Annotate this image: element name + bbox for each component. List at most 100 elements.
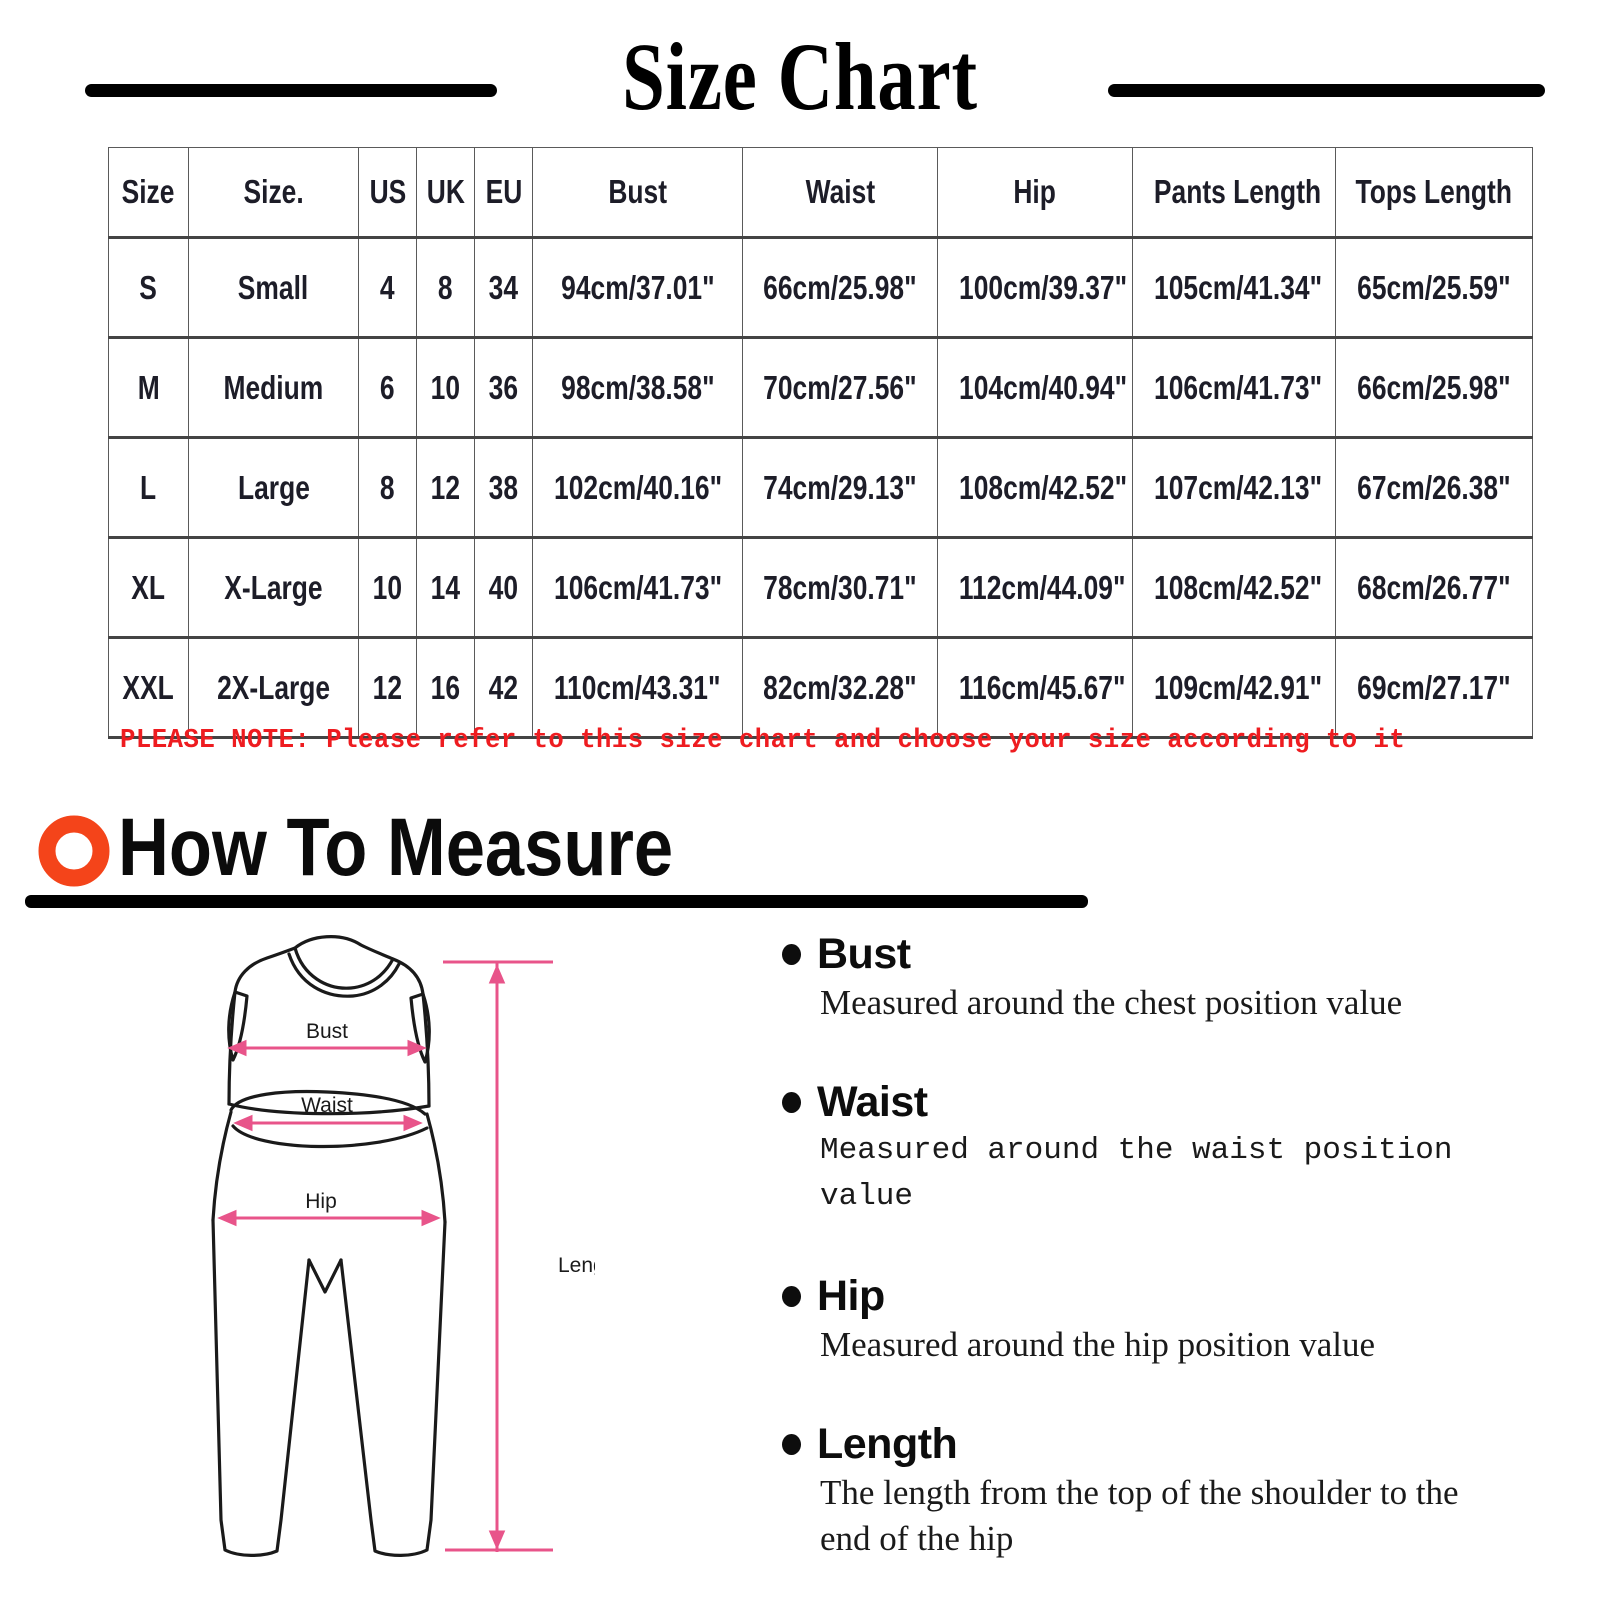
- column-header-hip: Hip: [937, 147, 1133, 239]
- cell-us: 4: [358, 237, 417, 339]
- list-item: Hip Measured around the hip position val…: [782, 1272, 1482, 1368]
- bullet-icon: [782, 1433, 801, 1455]
- measure-description-bust: Measured around the chest position value: [820, 983, 1403, 1022]
- table-row: S Small 4 8 34 94cm/37.01" 66cm/25.98" 1…: [108, 237, 1533, 339]
- cell-pants-length: 105cm/41.34": [1132, 237, 1336, 339]
- cell-us: 8: [358, 437, 417, 539]
- column-header-uk: UK: [416, 147, 475, 239]
- figure-label-length: Length: [558, 1254, 595, 1277]
- cell-eu: 34: [474, 237, 533, 339]
- cell-uk: 14: [416, 537, 475, 639]
- cell-pants-length: 106cm/41.73": [1132, 337, 1336, 439]
- cell-size: S: [108, 237, 189, 339]
- bullet-icon: [782, 943, 801, 965]
- bullet-icon: [782, 1091, 801, 1113]
- column-header-size-name: Size.: [188, 147, 359, 239]
- garment-figure-svg: Bust Waist Hip Length: [211, 935, 595, 1557]
- cell-size-name: Large: [188, 437, 359, 539]
- list-item: Waist Measured around the waist position…: [782, 1078, 1482, 1220]
- bullet-icon: [782, 1285, 801, 1307]
- cell-pants-length: 108cm/42.52": [1132, 537, 1336, 639]
- length-arrow-bottom-head: [488, 1530, 506, 1550]
- cell-waist: 82cm/32.28": [742, 637, 938, 739]
- garment-outline: [211, 935, 447, 1557]
- title-rule-right: [1108, 84, 1545, 97]
- cell-bust: 106cm/41.73": [532, 537, 743, 639]
- please-note-text: PLEASE NOTE: Please refer to this size c…: [120, 726, 1406, 756]
- cell-hip: 108cm/42.52": [937, 437, 1133, 539]
- cell-uk: 12: [416, 437, 475, 539]
- measure-label-hip: Hip: [817, 1272, 885, 1320]
- cell-size-name: Small: [188, 237, 359, 339]
- cell-size: XXL: [108, 637, 189, 739]
- cell-hip: 100cm/39.37": [937, 237, 1133, 339]
- size-chart-table: Size Size. US UK EU Bust Waist Hip Pants…: [108, 147, 1533, 739]
- hip-arrow-right-head: [421, 1209, 441, 1227]
- cell-tops-length: 68cm/26.77": [1335, 537, 1533, 639]
- figure-labels: Bust Waist Hip Length: [301, 1020, 595, 1277]
- measure-length-heading: Length: [782, 1420, 1482, 1468]
- cell-bust: 102cm/40.16": [532, 437, 743, 539]
- measure-waist-heading: Waist: [782, 1078, 1482, 1126]
- cell-waist: 66cm/25.98": [742, 237, 938, 339]
- table-header-row: Size Size. US UK EU Bust Waist Hip Pants…: [108, 147, 1533, 239]
- cell-bust: 94cm/37.01": [532, 237, 743, 339]
- measure-label-bust: Bust: [817, 930, 911, 978]
- cell-size-name: X-Large: [188, 537, 359, 639]
- hip-arrow-left-head: [217, 1209, 237, 1227]
- cell-size: XL: [108, 537, 189, 639]
- cell-eu: 38: [474, 437, 533, 539]
- cell-waist: 78cm/30.71": [742, 537, 938, 639]
- measure-arrows: [217, 960, 553, 1552]
- waist-arrow-right-head: [403, 1114, 423, 1132]
- page-title: Size Chart: [622, 23, 978, 130]
- measure-description-hip: Measured around the hip position value: [820, 1325, 1376, 1364]
- length-arrow-top-head: [488, 964, 506, 984]
- column-header-tops-length: Tops Length: [1335, 147, 1533, 239]
- figure-label-bust: Bust: [306, 1020, 348, 1043]
- cell-hip: 112cm/44.09": [937, 537, 1133, 639]
- ring-icon: [38, 815, 110, 887]
- cell-bust: 110cm/43.31": [532, 637, 743, 739]
- figure-label-hip: Hip: [305, 1190, 337, 1213]
- cell-size-name: 2X-Large: [188, 637, 359, 739]
- cell-uk: 10: [416, 337, 475, 439]
- title-rule-left: [85, 84, 497, 97]
- bust-arrow-left-head: [227, 1039, 247, 1057]
- figure-label-waist: Waist: [301, 1094, 353, 1117]
- column-header-pants-length: Pants Length: [1132, 147, 1336, 239]
- column-header-size: Size: [108, 147, 189, 239]
- garment-measurement-diagram: Bust Waist Hip Length: [175, 920, 595, 1600]
- cell-waist: 70cm/27.56": [742, 337, 938, 439]
- size-chart-header: Size Chart: [0, 22, 1600, 130]
- cell-tops-length: 67cm/26.38": [1335, 437, 1533, 539]
- measure-hip-heading: Hip: [782, 1272, 1482, 1320]
- waist-arrow-left-head: [233, 1114, 253, 1132]
- cell-hip: 116cm/45.67": [937, 637, 1133, 739]
- cell-tops-length: 65cm/25.59": [1335, 237, 1533, 339]
- column-header-us: US: [358, 147, 417, 239]
- measure-bust-heading: Bust: [782, 930, 1482, 978]
- cell-eu: 42: [474, 637, 533, 739]
- bust-arrow-right-head: [407, 1039, 427, 1057]
- cell-size: L: [108, 437, 189, 539]
- cell-us: 10: [358, 537, 417, 639]
- cell-tops-length: 69cm/27.17": [1335, 637, 1533, 739]
- cell-uk: 16: [416, 637, 475, 739]
- table-row: M Medium 6 10 36 98cm/38.58" 70cm/27.56"…: [108, 337, 1533, 439]
- column-header-waist: Waist: [742, 147, 938, 239]
- column-header-eu: EU: [474, 147, 533, 239]
- measure-label-waist: Waist: [817, 1078, 928, 1126]
- cell-size: M: [108, 337, 189, 439]
- table-row: XXL 2X-Large 12 16 42 110cm/43.31" 82cm/…: [108, 637, 1533, 739]
- cell-bust: 98cm/38.58": [532, 337, 743, 439]
- how-to-measure-header: How To Measure: [0, 800, 1600, 910]
- cell-tops-length: 66cm/25.98": [1335, 337, 1533, 439]
- cell-pants-length: 109cm/42.91": [1132, 637, 1336, 739]
- cell-eu: 40: [474, 537, 533, 639]
- cell-eu: 36: [474, 337, 533, 439]
- measure-description-length: The length from the top of the shoulder …: [820, 1473, 1459, 1558]
- measure-label-length: Length: [817, 1420, 958, 1468]
- measurement-definitions-list: Bust Measured around the chest position …: [782, 930, 1482, 1614]
- cell-us: 6: [358, 337, 417, 439]
